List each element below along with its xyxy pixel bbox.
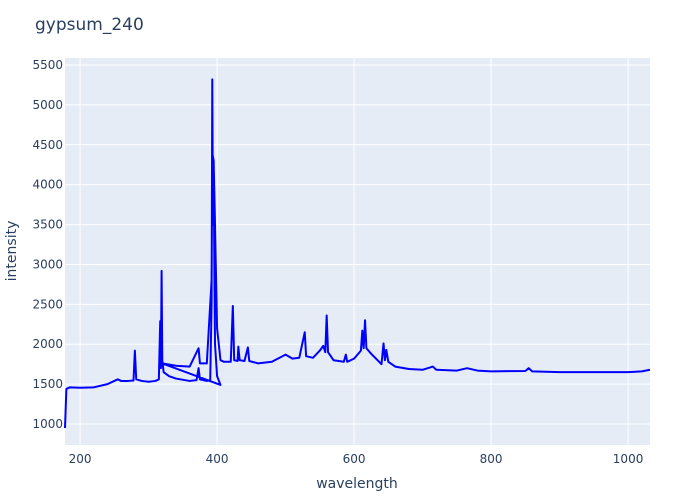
chart-title: gypsum_240 [35,15,144,35]
y-tick-label: 1000 [32,417,63,431]
y-axis-label: intensity [4,221,20,282]
y-tick-label: 2000 [32,337,63,351]
x-tick-label: 800 [480,452,503,466]
x-axis-label: wavelength [316,476,398,492]
x-tick-label: 600 [343,452,366,466]
y-tick-label: 4000 [32,178,63,192]
x-tick-label: 200 [69,452,92,466]
data-line [64,78,651,429]
y-tick-label: 3000 [32,257,63,271]
y-tick-label: 1500 [32,377,63,391]
y-tick-label: 4500 [32,138,63,152]
y-tick-label: 5500 [32,58,63,72]
x-tick-label: 400 [206,452,229,466]
x-tick-label: 1000 [613,452,644,466]
y-tick-label: 5000 [32,98,63,112]
plot-area [65,58,650,445]
y-tick-label: 2500 [32,297,63,311]
y-tick-label: 3500 [32,218,63,232]
